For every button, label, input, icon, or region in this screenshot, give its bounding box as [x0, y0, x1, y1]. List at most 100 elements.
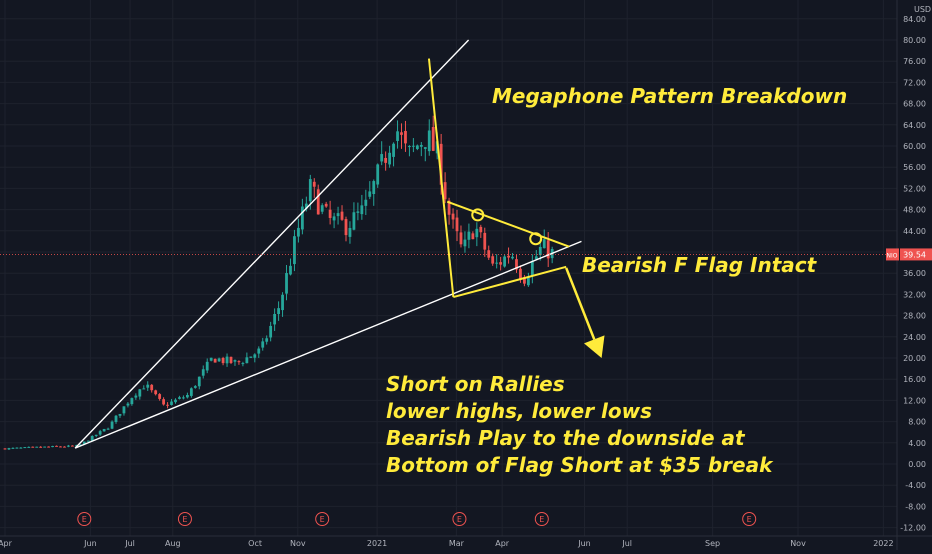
candle-body	[376, 164, 380, 185]
candle-body	[67, 445, 70, 447]
candle-body	[427, 130, 431, 152]
y-tick-label: 48.00	[903, 206, 926, 215]
candle-body	[304, 203, 308, 209]
candle-body	[74, 445, 78, 447]
candle-body	[261, 341, 265, 348]
candle-body	[332, 216, 336, 221]
candle-body	[487, 250, 491, 258]
candle-body	[534, 256, 538, 260]
candle-body	[352, 212, 356, 230]
x-tick-label: Sep	[705, 539, 720, 548]
candle-body	[241, 363, 245, 365]
candle-body	[542, 239, 546, 249]
candle-body	[86, 440, 90, 442]
candle-body	[39, 446, 43, 448]
candle-body	[154, 390, 158, 395]
last-price-badge	[900, 248, 932, 261]
x-tick-label: 2022	[873, 539, 893, 548]
earnings-marker	[77, 512, 92, 526]
candle-body	[475, 228, 479, 238]
candle-body	[511, 256, 514, 259]
candle-body	[499, 262, 503, 265]
y-tick-label: 8.00	[908, 418, 926, 427]
candle-body	[515, 259, 518, 270]
y-tick-label: 52.00	[903, 184, 926, 193]
candle-body	[23, 447, 27, 449]
ticker-badge	[886, 248, 899, 261]
candle-body	[344, 219, 348, 236]
candle-body	[431, 127, 435, 151]
y-tick-label: 28.00	[903, 312, 926, 321]
candle-body	[463, 239, 467, 247]
y-tick-label: 68.00	[903, 100, 926, 109]
candle-body	[51, 446, 54, 448]
lower-megaphone-line	[74, 240, 582, 449]
sell-off-line	[427, 58, 455, 298]
earnings-marker	[452, 512, 467, 526]
candle-body	[471, 233, 475, 240]
y-tick-label: 16.00	[903, 375, 926, 384]
candle-body	[213, 358, 217, 363]
earnings-marker-label: E	[320, 515, 325, 524]
candle-body	[134, 395, 138, 398]
candle-body	[519, 268, 522, 279]
candle-body	[483, 232, 487, 250]
candle-body	[297, 227, 300, 237]
candle-body	[197, 376, 201, 387]
ticker-label: NIO	[887, 252, 898, 259]
candle-body	[281, 294, 284, 311]
y-tick-label: 44.00	[903, 227, 926, 236]
candle-body	[285, 273, 288, 294]
earnings-marker-label: E	[182, 515, 187, 524]
candle-body	[479, 226, 483, 233]
candle-body	[78, 444, 82, 446]
y-tick-label: 60.00	[903, 142, 926, 151]
candle-body	[245, 357, 249, 364]
y-tick-label: 36.00	[903, 269, 926, 278]
upper-megaphone-line	[74, 39, 470, 449]
candle-body	[503, 256, 506, 267]
candle-body	[372, 181, 376, 195]
candle-body	[269, 325, 273, 338]
candle-body	[7, 448, 11, 450]
candle-body	[324, 203, 328, 207]
currency-label: USD	[914, 5, 931, 14]
candle-body	[221, 357, 225, 364]
earnings-marker	[177, 512, 192, 526]
candle-body	[368, 191, 372, 197]
earnings-marker-label: E	[747, 515, 752, 524]
y-tick-label: 0.00	[908, 460, 926, 469]
swing-high-circle	[529, 232, 543, 246]
candle-body	[126, 403, 130, 406]
candle-body	[98, 431, 102, 435]
candle-body	[174, 399, 177, 403]
y-tick-label: 76.00	[903, 57, 926, 66]
candle-body	[408, 146, 411, 148]
y-tick-label: 56.00	[903, 163, 926, 172]
candle-body	[277, 308, 280, 315]
candle-body	[182, 397, 185, 399]
y-tick-label: 12.00	[903, 396, 926, 405]
candle-body	[411, 145, 415, 147]
earnings-marker	[534, 512, 549, 526]
candle-body	[273, 313, 277, 325]
candle-body	[114, 415, 118, 422]
candle-body	[415, 145, 419, 149]
candle-body	[308, 179, 312, 202]
candle-body	[300, 206, 304, 230]
candle-body	[209, 357, 213, 361]
candle-body	[138, 389, 142, 397]
candle-body	[356, 211, 360, 213]
candles	[3, 115, 554, 451]
candle-body	[94, 434, 98, 436]
candle-body	[229, 356, 233, 363]
last-price-label: 39.54	[903, 250, 926, 259]
candle-body	[205, 361, 209, 371]
x-tick-label: Oct	[248, 539, 262, 548]
candle-body	[360, 205, 364, 215]
candle-body	[400, 132, 403, 135]
candle-body	[491, 256, 495, 264]
candle-body	[166, 404, 169, 406]
